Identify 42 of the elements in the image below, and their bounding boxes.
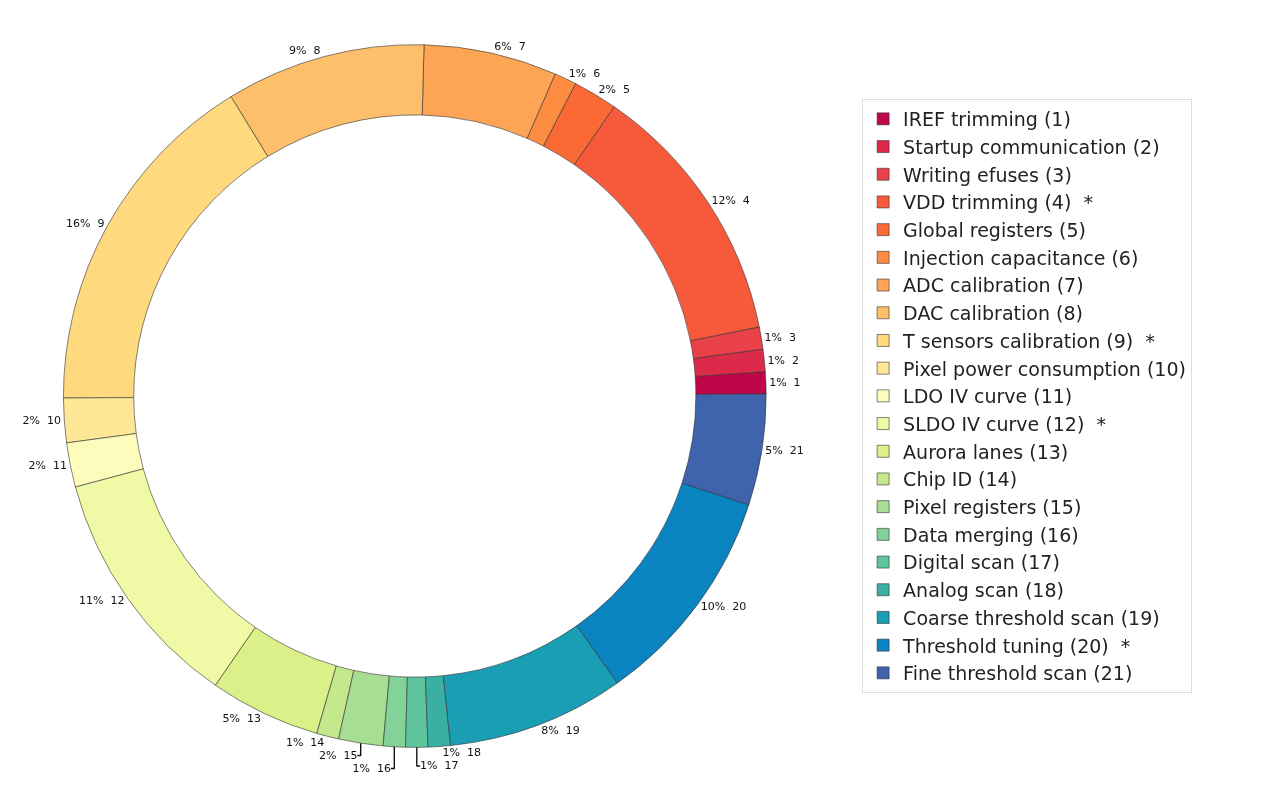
legend-label: T sensors calibration (9) * xyxy=(902,329,1155,352)
data-label: 2% 5 xyxy=(598,83,630,97)
data-label: 8% 19 xyxy=(541,724,580,738)
data-label: 1% 16 xyxy=(352,761,392,775)
data-label: 2% 10 xyxy=(22,414,62,428)
data-label: 10% 20 xyxy=(700,600,747,614)
legend-label: SLDO IV curve (12) * xyxy=(903,412,1106,435)
legend-label: Injection capacitance (6) xyxy=(903,246,1139,269)
legend-label: Data merging (16) xyxy=(903,523,1079,546)
data-label: 6% 7 xyxy=(494,40,526,54)
data-label: 9% 8 xyxy=(289,44,321,58)
data-label: 1% 3 xyxy=(764,331,797,345)
legend-label: LDO IV curve (11) xyxy=(903,385,1073,408)
data-label: 1% 18 xyxy=(442,746,481,760)
data-label: 1% 17 xyxy=(420,759,459,773)
legend-label: Pixel registers (15) xyxy=(903,496,1082,519)
legend-label: Writing efuses (3) xyxy=(903,163,1072,186)
data-label: 2% 15 xyxy=(318,748,358,762)
data-label: 16% 9 xyxy=(65,217,105,231)
legend-label: Fine threshold scan (21) xyxy=(903,662,1133,685)
legend-label: Coarse threshold scan (19) xyxy=(903,606,1160,629)
data-label: 1% 6 xyxy=(568,66,601,80)
data-label: 11% 12 xyxy=(79,594,125,608)
data-label: 1% 2 xyxy=(767,353,800,367)
legend-label: ADC calibration (7) xyxy=(903,274,1084,297)
legend-label: Pixel power consumption (10) xyxy=(903,357,1186,380)
legend-label: DAC calibration (8) xyxy=(903,302,1083,325)
data-label: 1% 1 xyxy=(769,376,801,390)
legend-label: VDD trimming (4) * xyxy=(903,191,1093,214)
legend-label: IREF trimming (1) xyxy=(903,108,1071,131)
data-label: 5% 21 xyxy=(765,443,804,457)
data-label: 12% 4 xyxy=(711,194,750,208)
legend-label: Aurora lanes (13) xyxy=(903,440,1069,463)
legend-label: Global registers (5) xyxy=(903,219,1086,242)
legend-label: Digital scan (17) xyxy=(903,551,1060,574)
data-label: 1% 14 xyxy=(285,735,325,749)
data-label: 2% 11 xyxy=(28,458,68,472)
legend-label: Threshold tuning (20) * xyxy=(902,634,1131,657)
legend-label: Analog scan (18) xyxy=(903,579,1064,602)
data-label: 5% 13 xyxy=(222,712,261,726)
legend-label: Chip ID (14) xyxy=(903,468,1018,491)
legend-label: Startup communication (2) xyxy=(903,135,1160,158)
